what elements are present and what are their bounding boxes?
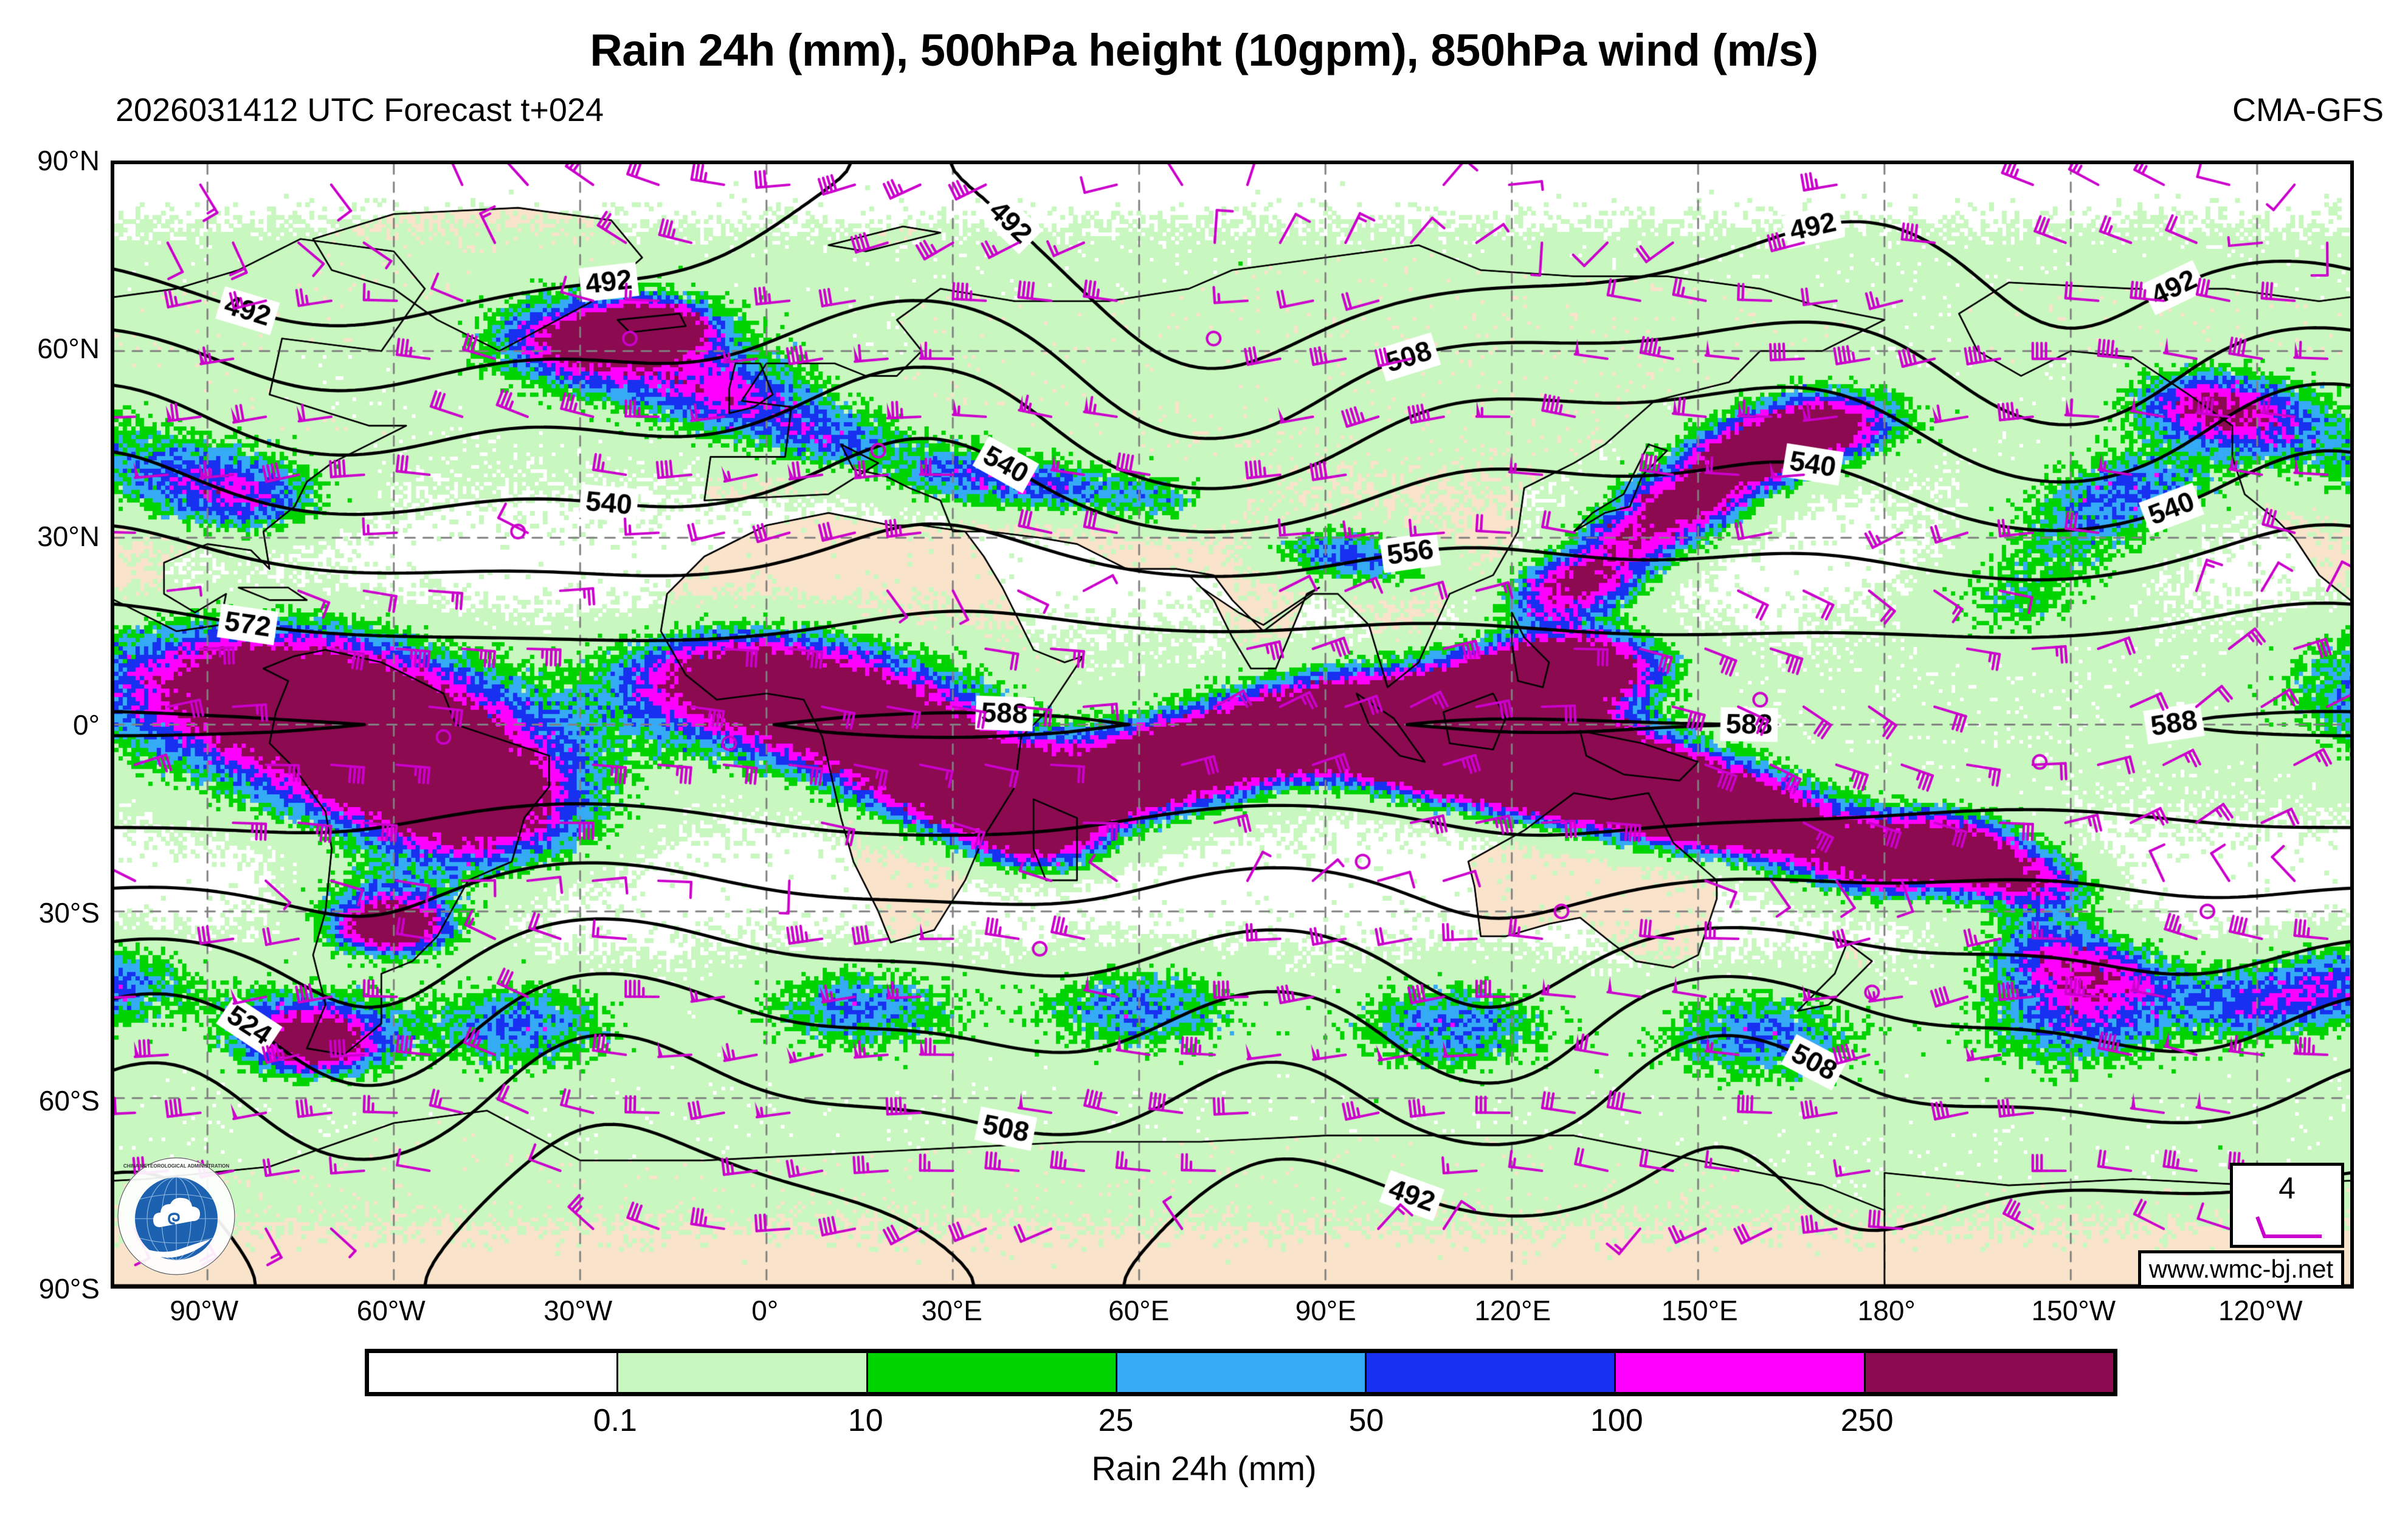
rain-colorbar <box>365 1349 2117 1396</box>
lat-tick-label: 0° <box>73 708 100 741</box>
lat-tick-label: 30°S <box>38 896 100 929</box>
lat-tick-label: 90°N <box>37 145 100 176</box>
lon-tick-label: 150°W <box>2031 1295 2116 1326</box>
wind-barb-icon <box>2255 1216 2322 1238</box>
lat-tick-label: 60°S <box>38 1084 100 1117</box>
forecast-run-subtitle: 2026031412 UTC Forecast t+024 <box>116 92 604 128</box>
lon-tick-label: 30°W <box>543 1295 613 1326</box>
lon-tick-label: 120°W <box>2218 1295 2303 1326</box>
colorbar-band <box>369 1353 617 1392</box>
lon-tick-label: 30°E <box>921 1295 982 1326</box>
colorbar-tick-label: 100 <box>1590 1403 1643 1438</box>
china-meteorological-administration-logo: CHINA METEOROLOGICAL ADMINISTRATION <box>117 1157 235 1275</box>
model-label: CMA-GFS <box>2232 92 2384 128</box>
svg-text:CHINA METEOROLOGICAL ADMINISTR: CHINA METEOROLOGICAL ADMINISTRATION <box>123 1163 229 1169</box>
colorbar-band <box>1365 1353 1615 1392</box>
lat-tick-label: 90°S <box>38 1273 100 1304</box>
wind-barb-key-value: 4 <box>2279 1171 2296 1205</box>
lon-tick-label: 90°E <box>1295 1295 1356 1326</box>
colorbar-band <box>1115 1353 1365 1392</box>
lon-tick-label: 90°W <box>170 1295 239 1326</box>
colorbar-tick-label: 50 <box>1348 1403 1384 1438</box>
lon-tick-label: 150°E <box>1661 1295 1738 1326</box>
colorbar-tick-label: 250 <box>1840 1403 1894 1438</box>
lon-tick-label: 120°E <box>1474 1295 1551 1326</box>
forecast-map[interactable] <box>111 161 2354 1289</box>
website-url-box[interactable]: www.wmc-bj.net <box>2138 1250 2344 1288</box>
wind-barb-key-box: 4 <box>2230 1163 2344 1248</box>
rain-colorbar-title: Rain 24h (mm) <box>1091 1449 1317 1487</box>
lat-tick-label: 60°N <box>37 333 100 365</box>
lat-tick-label: 30°N <box>37 521 100 553</box>
lon-tick-label: 180° <box>1857 1295 1916 1326</box>
colorbar-tick-label: 10 <box>847 1403 883 1438</box>
lon-tick-label: 0° <box>751 1295 779 1326</box>
colorbar-band <box>866 1353 1116 1392</box>
colorbar-tick-label: 25 <box>1098 1403 1134 1438</box>
website-url-text: www.wmc-bj.net <box>2148 1255 2334 1283</box>
map-canvas <box>114 164 2350 1285</box>
colorbar-band <box>616 1353 866 1392</box>
colorbar-band <box>1863 1353 2113 1392</box>
page-title: Rain 24h (mm), 500hPa height (10gpm), 85… <box>590 25 1818 75</box>
colorbar-band <box>1614 1353 1864 1392</box>
colorbar-tick-label: 0.1 <box>593 1403 637 1438</box>
lon-tick-label: 60°E <box>1108 1295 1170 1326</box>
lon-tick-label: 60°W <box>356 1295 426 1326</box>
